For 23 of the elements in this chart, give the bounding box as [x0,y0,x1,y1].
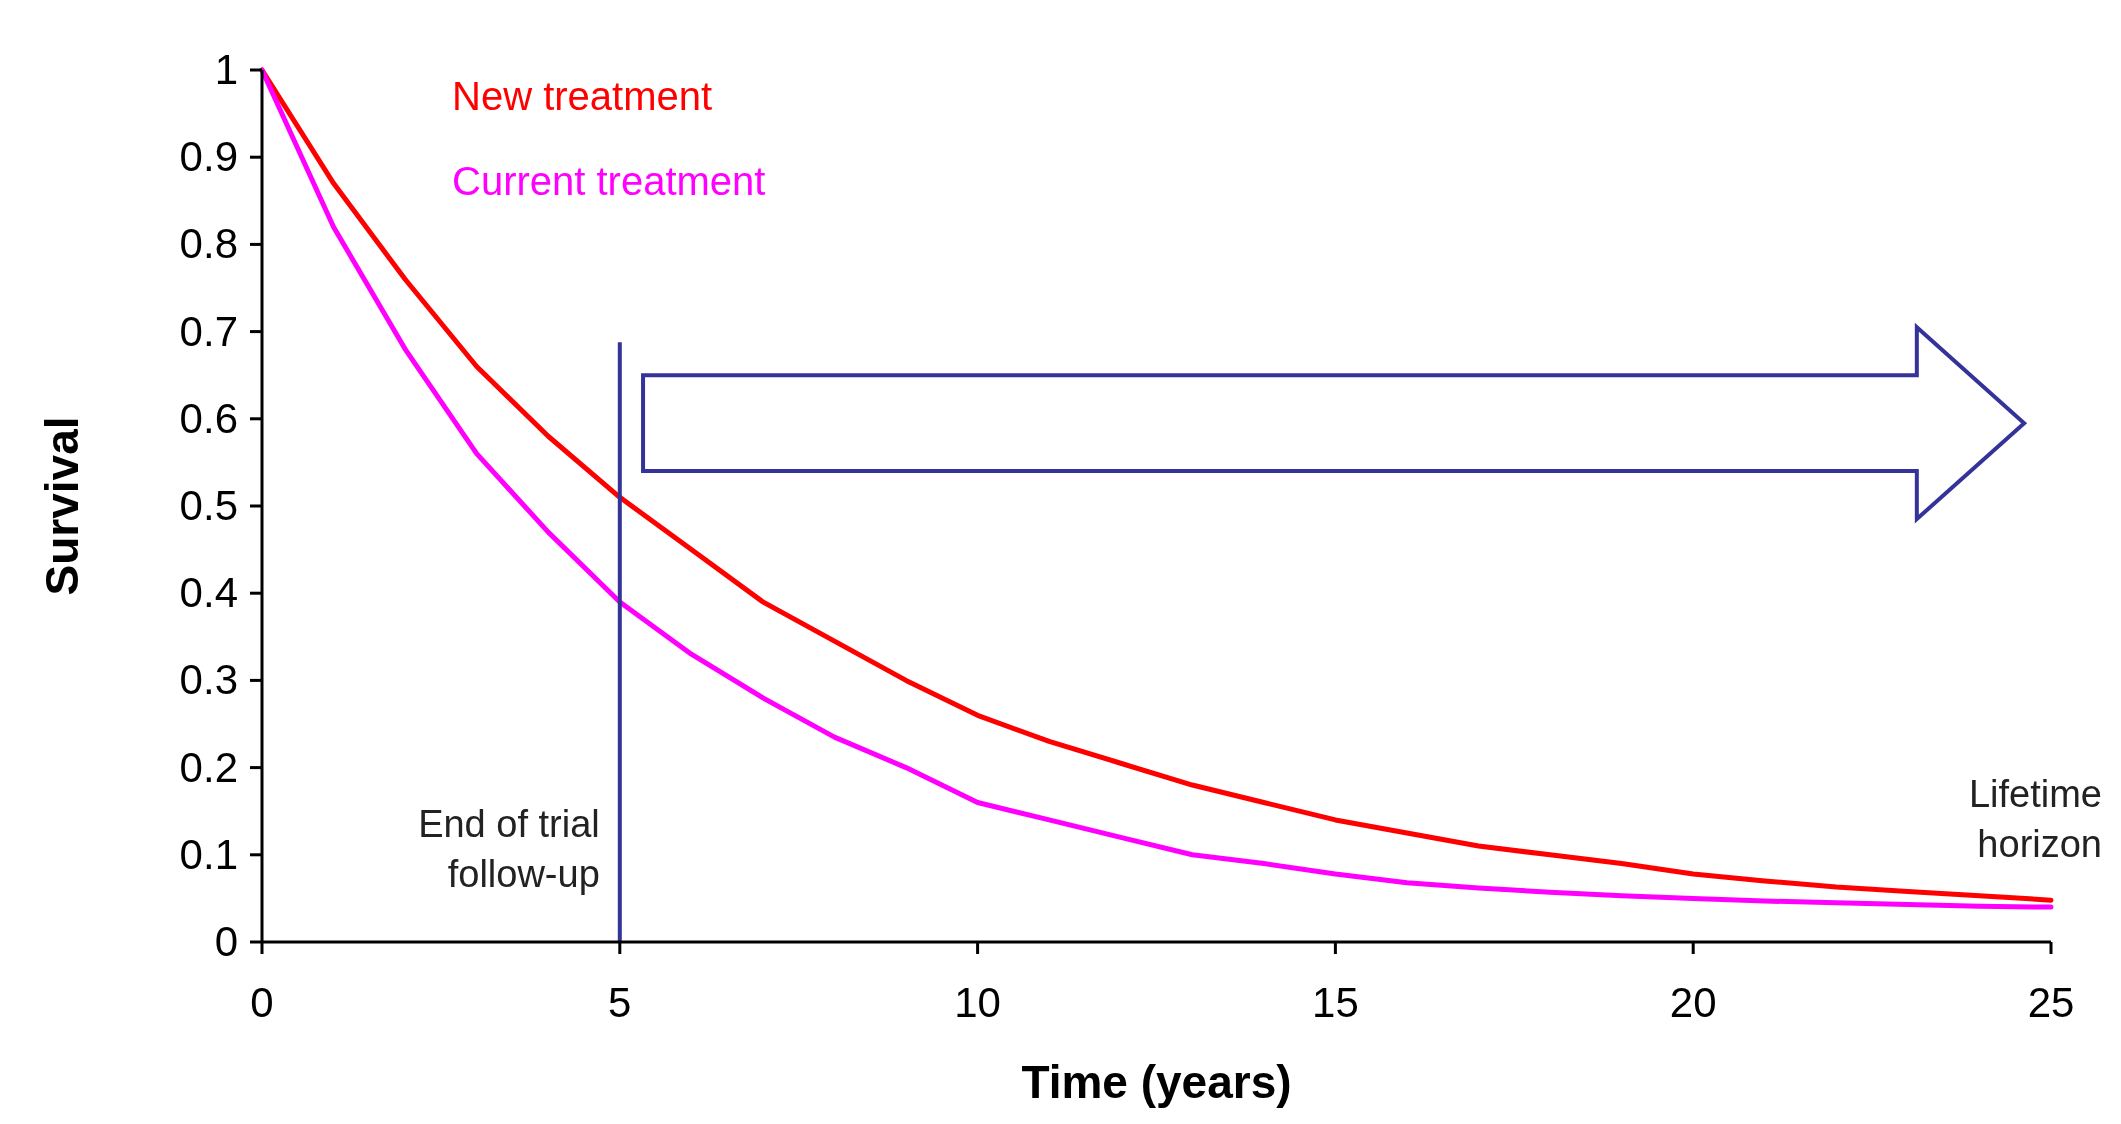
text: New treatment [452,74,713,118]
y-tick-label: 0.8 [179,220,238,268]
x-tick-label: 20 [1669,979,1717,1026]
x-tick-label: 15 [1312,979,1359,1026]
y-tick-label: 0.7 [179,307,238,355]
y-axis-title: Survival [36,416,88,596]
y-tick-label: 0.3 [179,656,238,704]
y-tick-label: 0.1 [179,830,238,878]
ref-line-label: End of trial follow-up [418,803,600,895]
y-tick-label: 1 [214,46,238,93]
y-tick-label: 0.6 [179,394,238,442]
text: Current treatment [452,159,766,203]
y-tick-label: 0.9 [179,133,238,181]
y-tick-label: 0 [214,918,238,965]
x-tick-label: 10 [954,979,1001,1026]
annotation: Lifetime horizon [1968,773,2102,865]
x-tick-label: 25 [2027,979,2075,1026]
x-axis-title: Time (years) [1021,1056,1292,1108]
y-tick-label: 0.4 [179,569,238,617]
y-tick-label: 0.5 [179,482,238,529]
x-tick-label: 0 [250,979,274,1026]
x-tick-label: 5 [608,979,632,1026]
y-tick-label: 0.2 [179,743,238,791]
